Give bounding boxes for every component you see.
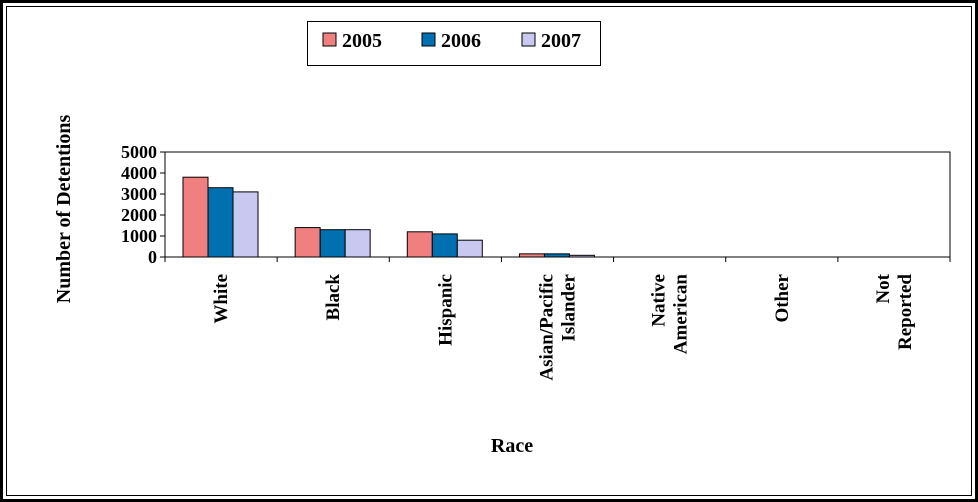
x-category-label-line: Hispanic	[435, 274, 456, 346]
y-tick-label: 5000	[121, 142, 157, 162]
bar-2006	[207, 187, 234, 258]
y-tick-label: 2000	[121, 205, 157, 225]
x-category-label: Black	[323, 274, 344, 321]
bar-2007	[344, 229, 371, 258]
legend-label: 2006	[441, 30, 481, 52]
y-tick-label: 4000	[121, 163, 157, 183]
legend-swatch-2005	[322, 32, 337, 47]
x-category-label: NativeAmerican	[649, 274, 692, 355]
x-category-label-line: White	[211, 274, 232, 324]
x-category-label-line: American	[671, 274, 692, 355]
x-category-label: White	[211, 274, 232, 324]
bar-2007	[456, 239, 483, 258]
y-tick-label: 3000	[121, 184, 157, 204]
bar-2006	[431, 233, 458, 258]
x-category-label-line: Asian/Pacific	[537, 274, 558, 381]
plot-area-border	[164, 151, 951, 258]
legend-swatch-2006	[421, 32, 436, 47]
x-category-label-line: Native	[649, 274, 670, 327]
y-axis-title: Number of Detentions	[53, 115, 75, 304]
bar-2005	[518, 253, 545, 258]
x-category-label-line: Islander	[559, 273, 580, 341]
x-category-label-line: Not	[873, 273, 894, 303]
y-tick-label: 0	[148, 247, 157, 267]
bar-2005	[406, 231, 433, 258]
y-tick-label: 1000	[121, 226, 157, 246]
legend-box	[307, 21, 601, 66]
bar-2005	[294, 227, 321, 258]
x-category-label: Other	[772, 273, 793, 322]
inner-frame	[6, 6, 972, 496]
legend-swatch-2007	[521, 32, 536, 47]
bar-2006	[543, 253, 570, 258]
x-category-label: NotReported	[873, 273, 916, 350]
bar-2007	[232, 191, 259, 258]
bar-2007	[568, 254, 595, 258]
x-category-label: Hispanic	[435, 274, 456, 346]
x-category-label: Asian/PacificIslander	[537, 273, 580, 380]
x-category-label-line: Black	[323, 274, 344, 321]
bar-2006	[319, 229, 346, 258]
x-category-label-line: Reported	[895, 274, 916, 350]
bar-2005	[182, 176, 209, 258]
legend-label: 2007	[541, 30, 581, 52]
legend-label: 2005	[342, 30, 382, 52]
x-axis-title: Race	[491, 435, 533, 457]
x-category-label-line: Other	[772, 273, 793, 322]
